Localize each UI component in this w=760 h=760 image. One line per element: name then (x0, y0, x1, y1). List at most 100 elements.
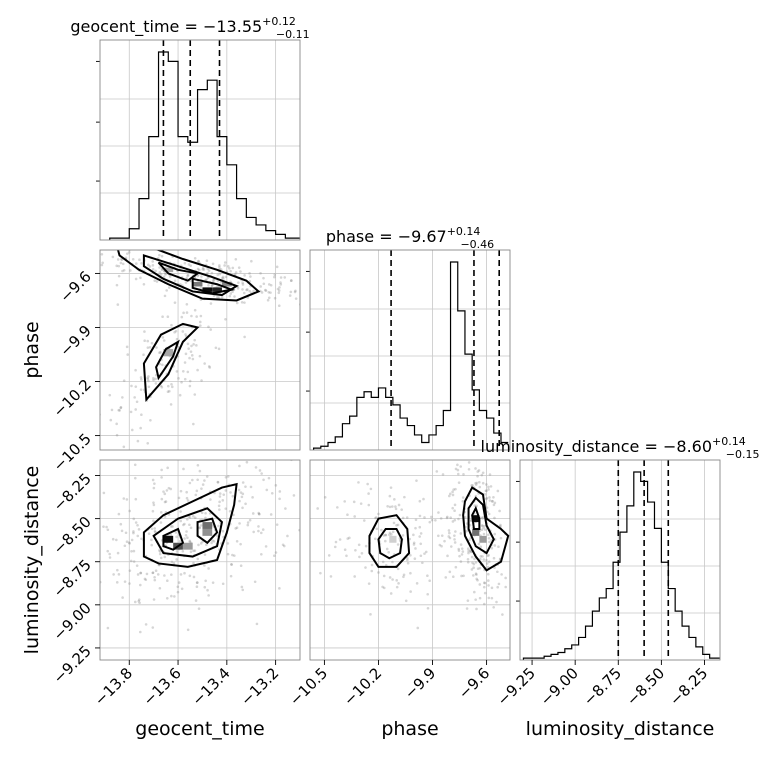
sample-point (136, 534, 140, 538)
sample-point (234, 441, 237, 444)
sample-point (343, 548, 347, 551)
sample-point (352, 500, 356, 504)
sample-point (231, 266, 235, 270)
sample-point (443, 539, 446, 543)
sample-point (190, 354, 194, 357)
sample-point (207, 567, 210, 570)
sample-point (226, 542, 230, 545)
sample-point (493, 501, 497, 505)
sample-point (226, 552, 230, 556)
sample-point (129, 410, 133, 414)
sample-point (364, 566, 367, 569)
sample-point (118, 409, 121, 412)
sample-point (185, 490, 188, 494)
sample-point (388, 533, 391, 537)
sample-point (391, 560, 394, 564)
sample-point (122, 445, 126, 449)
sample-point (160, 476, 163, 479)
sample-point (111, 255, 115, 259)
density-cell (192, 281, 203, 287)
sample-point (469, 550, 473, 554)
sample-point (117, 264, 121, 268)
sample-point (229, 491, 232, 494)
sample-point (381, 560, 385, 564)
title-sup: +0.14 (447, 225, 481, 238)
sample-point (128, 542, 131, 545)
sample-point (150, 538, 153, 542)
sample-point (209, 498, 212, 501)
sample-point (203, 553, 207, 556)
sample-point (196, 274, 200, 278)
sample-point (116, 303, 120, 306)
y-tick-label: −10.2 (50, 376, 95, 421)
density-cell (163, 535, 174, 543)
sample-point (414, 526, 417, 530)
sample-point (117, 512, 121, 516)
sample-point (277, 291, 281, 295)
sample-point (101, 261, 104, 265)
sample-point (236, 287, 240, 290)
sample-point (205, 278, 208, 281)
y-axis-label-luminosity_distance: luminosity_distance (21, 466, 43, 655)
sample-point (166, 390, 170, 394)
sample-point (221, 499, 225, 502)
sample-point (391, 505, 394, 508)
sample-point (189, 264, 192, 267)
sample-point (499, 523, 502, 527)
sample-point (418, 525, 422, 529)
sample-point (395, 523, 398, 527)
sample-point (154, 382, 158, 385)
sample-point (119, 406, 123, 409)
sample-point (170, 382, 173, 386)
sample-point (152, 376, 155, 380)
sample-point (195, 315, 198, 318)
sample-point (468, 549, 472, 552)
sample-point (360, 551, 364, 555)
sample-point (241, 506, 244, 510)
sample-point (241, 288, 244, 291)
sample-point (151, 268, 155, 271)
sample-point (334, 510, 337, 513)
sample-point (126, 353, 129, 356)
sample-point (483, 493, 487, 496)
y-tick-label: −10.5 (50, 430, 95, 475)
sample-point (166, 315, 170, 318)
sample-point (91, 549, 94, 552)
sample-point (159, 351, 162, 354)
panel-phase-luminosity_distance (309, 426, 511, 661)
sample-point (278, 286, 281, 289)
panel-content (91, 441, 337, 660)
sample-point (178, 393, 182, 397)
sample-point (151, 626, 155, 629)
sample-point (479, 545, 483, 548)
sample-point (437, 426, 440, 429)
sample-point (97, 257, 100, 260)
sample-point (395, 585, 399, 589)
sample-point (163, 492, 167, 496)
contour-line (467, 496, 495, 555)
sample-point (158, 270, 162, 274)
sample-point (448, 570, 452, 574)
sample-point (190, 344, 193, 348)
sample-point (134, 368, 137, 372)
sample-point (120, 258, 124, 262)
sample-point (235, 301, 239, 305)
panel-phase-phase (306, 249, 511, 451)
sample-point (163, 515, 167, 518)
title-main: phase = −9.67 (326, 227, 447, 246)
sample-point (401, 516, 405, 520)
sample-point (128, 582, 131, 585)
sample-point (397, 503, 401, 507)
sample-point (468, 538, 471, 542)
sample-point (154, 269, 157, 273)
sample-point (216, 480, 220, 484)
sample-point (260, 472, 263, 475)
sample-point (434, 518, 437, 522)
sample-point (147, 532, 151, 535)
sample-point (154, 377, 157, 381)
sample-point (181, 330, 185, 333)
sample-point (198, 526, 201, 530)
sample-point (124, 256, 128, 260)
sample-point (210, 284, 214, 288)
sample-point (451, 490, 454, 494)
